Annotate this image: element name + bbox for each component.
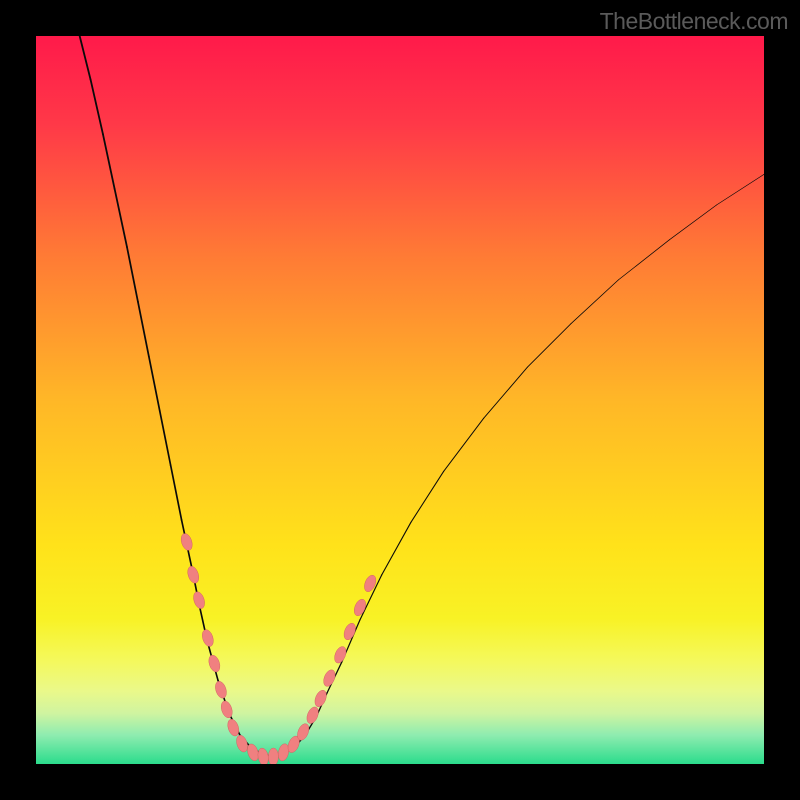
plot-area [36, 36, 764, 764]
bottleneck-curve-chart [36, 36, 764, 764]
watermark: TheBottleneck.com [600, 8, 788, 35]
gradient-background [36, 36, 764, 764]
